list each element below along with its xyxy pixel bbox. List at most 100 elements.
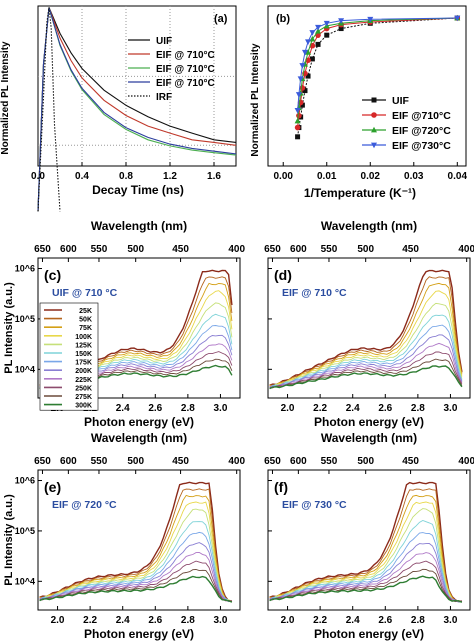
panel-a-xlabel: Decay Time (ns) bbox=[92, 183, 184, 197]
y-tick-label: 10^5 bbox=[15, 314, 35, 324]
spectrum-curve bbox=[39, 508, 233, 603]
y-tick-label: 10^6 bbox=[15, 264, 35, 274]
panel-a-ylabel: Normalized PL Intensity bbox=[0, 41, 11, 155]
spectrum-curve bbox=[39, 494, 232, 601]
spectrum-curve bbox=[269, 334, 463, 388]
panel-tag: (c) bbox=[44, 267, 61, 283]
spectra-frame bbox=[37, 257, 241, 399]
panel-b-point bbox=[295, 134, 301, 140]
panel-a-xtick-label: 1.2 bbox=[163, 171, 177, 182]
spectra-frame bbox=[267, 257, 471, 399]
top-tick-label: 600 bbox=[60, 456, 77, 467]
x-tick-label: 2.8 bbox=[181, 615, 195, 626]
spectra-frame bbox=[267, 469, 471, 611]
spectrum-curve bbox=[39, 488, 232, 602]
x-tick-label: 3.0 bbox=[443, 615, 457, 626]
spectrum-curve bbox=[269, 568, 463, 603]
x-tick-label: 2.4 bbox=[116, 403, 130, 414]
x-axis-label: Photon energy (eV) bbox=[84, 415, 194, 429]
top-tick-label: 650 bbox=[34, 456, 51, 467]
panel-b-point bbox=[315, 24, 322, 31]
spectrum-curve bbox=[39, 521, 233, 603]
top-tick-label: 600 bbox=[290, 456, 307, 467]
spectra-panels: Wavelength (nm) 650 600 550 500 450 400 2.0 2.2 2… bbox=[3, 219, 474, 641]
spectrum-curve bbox=[39, 575, 233, 603]
x-tick-label: 2.6 bbox=[148, 615, 162, 626]
spectrum-curve bbox=[269, 552, 463, 603]
panel-a-tag: (a) bbox=[214, 13, 228, 25]
x-tick-label: 2.0 bbox=[281, 403, 295, 414]
panel-b-point bbox=[305, 39, 312, 45]
top-axis-label: Wavelength (nm) bbox=[321, 219, 417, 233]
panel-a-legend-label: UIF bbox=[156, 36, 172, 47]
panel-b-point bbox=[324, 32, 330, 38]
spectrum-curve bbox=[269, 501, 462, 602]
panel-b-tag: (b) bbox=[276, 13, 290, 25]
x-tick-label: 2.8 bbox=[411, 615, 425, 626]
x-axis-label: Photon energy (eV) bbox=[84, 627, 194, 641]
panel-a-legend-label: IRF bbox=[156, 92, 172, 103]
panel-a-lines bbox=[37, 7, 237, 212]
temperature-legend-label: 250K bbox=[75, 385, 92, 392]
top-axis-label: Wavelength (nm) bbox=[321, 431, 417, 445]
panel-a-grid bbox=[38, 6, 236, 166]
x-tick-label: 2.8 bbox=[181, 403, 195, 414]
spectrum-curve bbox=[39, 569, 233, 603]
panel-tag: (f) bbox=[274, 479, 288, 495]
temperature-legend bbox=[39, 302, 99, 411]
panel-b-xticks: 0.00 0.01 0.02 0.03 0.04 bbox=[273, 162, 467, 182]
x-tick-label: 2.6 bbox=[378, 615, 392, 626]
spectrum-curve bbox=[269, 508, 463, 603]
panel-b-legend-marker bbox=[371, 112, 377, 118]
y-axis-label: PL Intensity (a.u.) bbox=[3, 282, 15, 374]
spectrum-curve bbox=[39, 531, 232, 603]
top-tick-label: 500 bbox=[127, 244, 144, 255]
top-tick-label: 550 bbox=[91, 244, 108, 255]
x-tick-label: 2.2 bbox=[313, 615, 327, 626]
y-tick-label: 10^4 bbox=[15, 364, 35, 374]
temperature-legend-label: 225K bbox=[75, 377, 92, 384]
top-tick-label: 650 bbox=[264, 456, 281, 467]
panel-b-xtick-label: 0.00 bbox=[273, 171, 293, 182]
spectrum-curve bbox=[39, 560, 232, 602]
top-tick-label: 650 bbox=[34, 244, 51, 255]
panel-b-xtick-label: 0.01 bbox=[317, 171, 337, 182]
top-tick-label: 400 bbox=[228, 456, 245, 467]
panel-b-legend-label: EIF @720°C bbox=[392, 125, 451, 137]
top-tick-label: 550 bbox=[91, 456, 108, 467]
panel-condition-label: EIF @ 710 °C bbox=[282, 287, 347, 299]
panel-d-spectra: Wavelength (nm) 650 600 550 500 450 400 2.0 2.2 2… bbox=[264, 219, 474, 429]
panel-b-ylabel: Normalized PL Intensity bbox=[250, 43, 261, 157]
top-tick-label: 550 bbox=[321, 244, 338, 255]
x-axis-label: Photon energy (eV) bbox=[314, 415, 424, 429]
x-tick-label: 2.4 bbox=[346, 615, 360, 626]
spectrum-curve bbox=[269, 520, 463, 603]
top-tick-label: 650 bbox=[264, 244, 281, 255]
top-tick-label: 400 bbox=[228, 244, 245, 255]
panel-b-point bbox=[338, 18, 345, 24]
top-tick-label: 550 bbox=[321, 456, 338, 467]
panel-b-point bbox=[294, 108, 301, 114]
panel-a-xtick-label: 0.8 bbox=[119, 171, 133, 182]
panel-b-point bbox=[299, 102, 305, 108]
panel-a-xtick-label: 0.4 bbox=[75, 171, 89, 182]
panel-b-xtick-label: 0.04 bbox=[448, 171, 468, 182]
x-tick-label: 2.0 bbox=[281, 615, 295, 626]
temperature-legend-label: 275K bbox=[75, 394, 92, 401]
panel-condition-label: UIF @ 710 °C bbox=[52, 287, 118, 299]
y-tick-label: 10^6 bbox=[15, 476, 35, 486]
x-tick-label: 2.6 bbox=[378, 403, 392, 414]
spectra-frame bbox=[37, 469, 241, 611]
temperature-legend-label: 200K bbox=[75, 368, 92, 375]
panel-b-point bbox=[305, 49, 312, 55]
panel-b-point bbox=[294, 117, 301, 124]
temperature-legend-label: 150K bbox=[75, 351, 92, 358]
x-tick-label: 3.0 bbox=[213, 403, 227, 414]
spectrum-curve bbox=[269, 560, 462, 603]
x-tick-label: 2.4 bbox=[116, 615, 130, 626]
panel-b-point bbox=[309, 30, 316, 36]
spectrum-curve bbox=[269, 494, 462, 602]
x-tick-label: 2.0 bbox=[51, 615, 65, 626]
panel-b-series-2 bbox=[297, 17, 458, 122]
